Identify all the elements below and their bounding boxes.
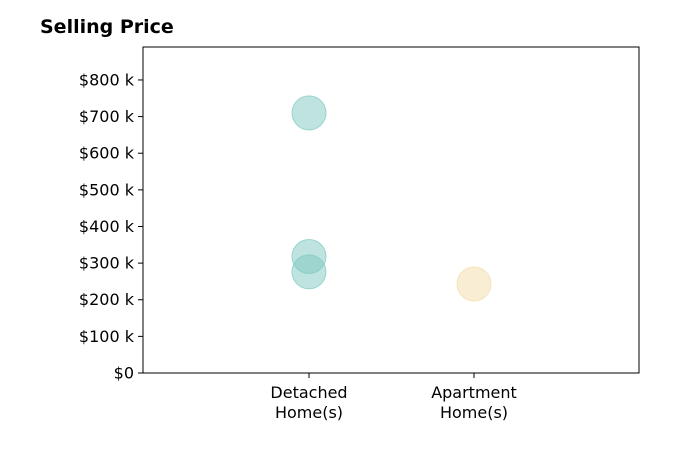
chart-title: Selling Price	[40, 16, 174, 38]
x-tick-label: Detached Home(s)	[270, 383, 347, 422]
y-tick-label: $300 k	[79, 254, 135, 273]
y-tick-label: $100 k	[79, 327, 135, 346]
data-points	[291, 95, 492, 302]
y-tick-label: $600 k	[79, 144, 135, 163]
data-point	[456, 266, 492, 302]
y-tick-label: $700 k	[79, 107, 135, 126]
y-tick-label: $400 k	[79, 217, 135, 236]
y-tick-label: $500 k	[79, 180, 135, 199]
axis-ticks: $0 $100 k $200 k $300 k $400 k $500 k $600 k $7…	[79, 70, 517, 422]
data-point	[291, 95, 327, 131]
y-tick-label: $0	[114, 364, 134, 383]
x-tick-label: Apartment Home(s)	[431, 383, 517, 422]
data-point	[291, 254, 327, 290]
plot-area-frame	[142, 46, 640, 374]
y-tick-label: $200 k	[79, 290, 135, 309]
y-tick-label: $800 k	[79, 70, 135, 89]
